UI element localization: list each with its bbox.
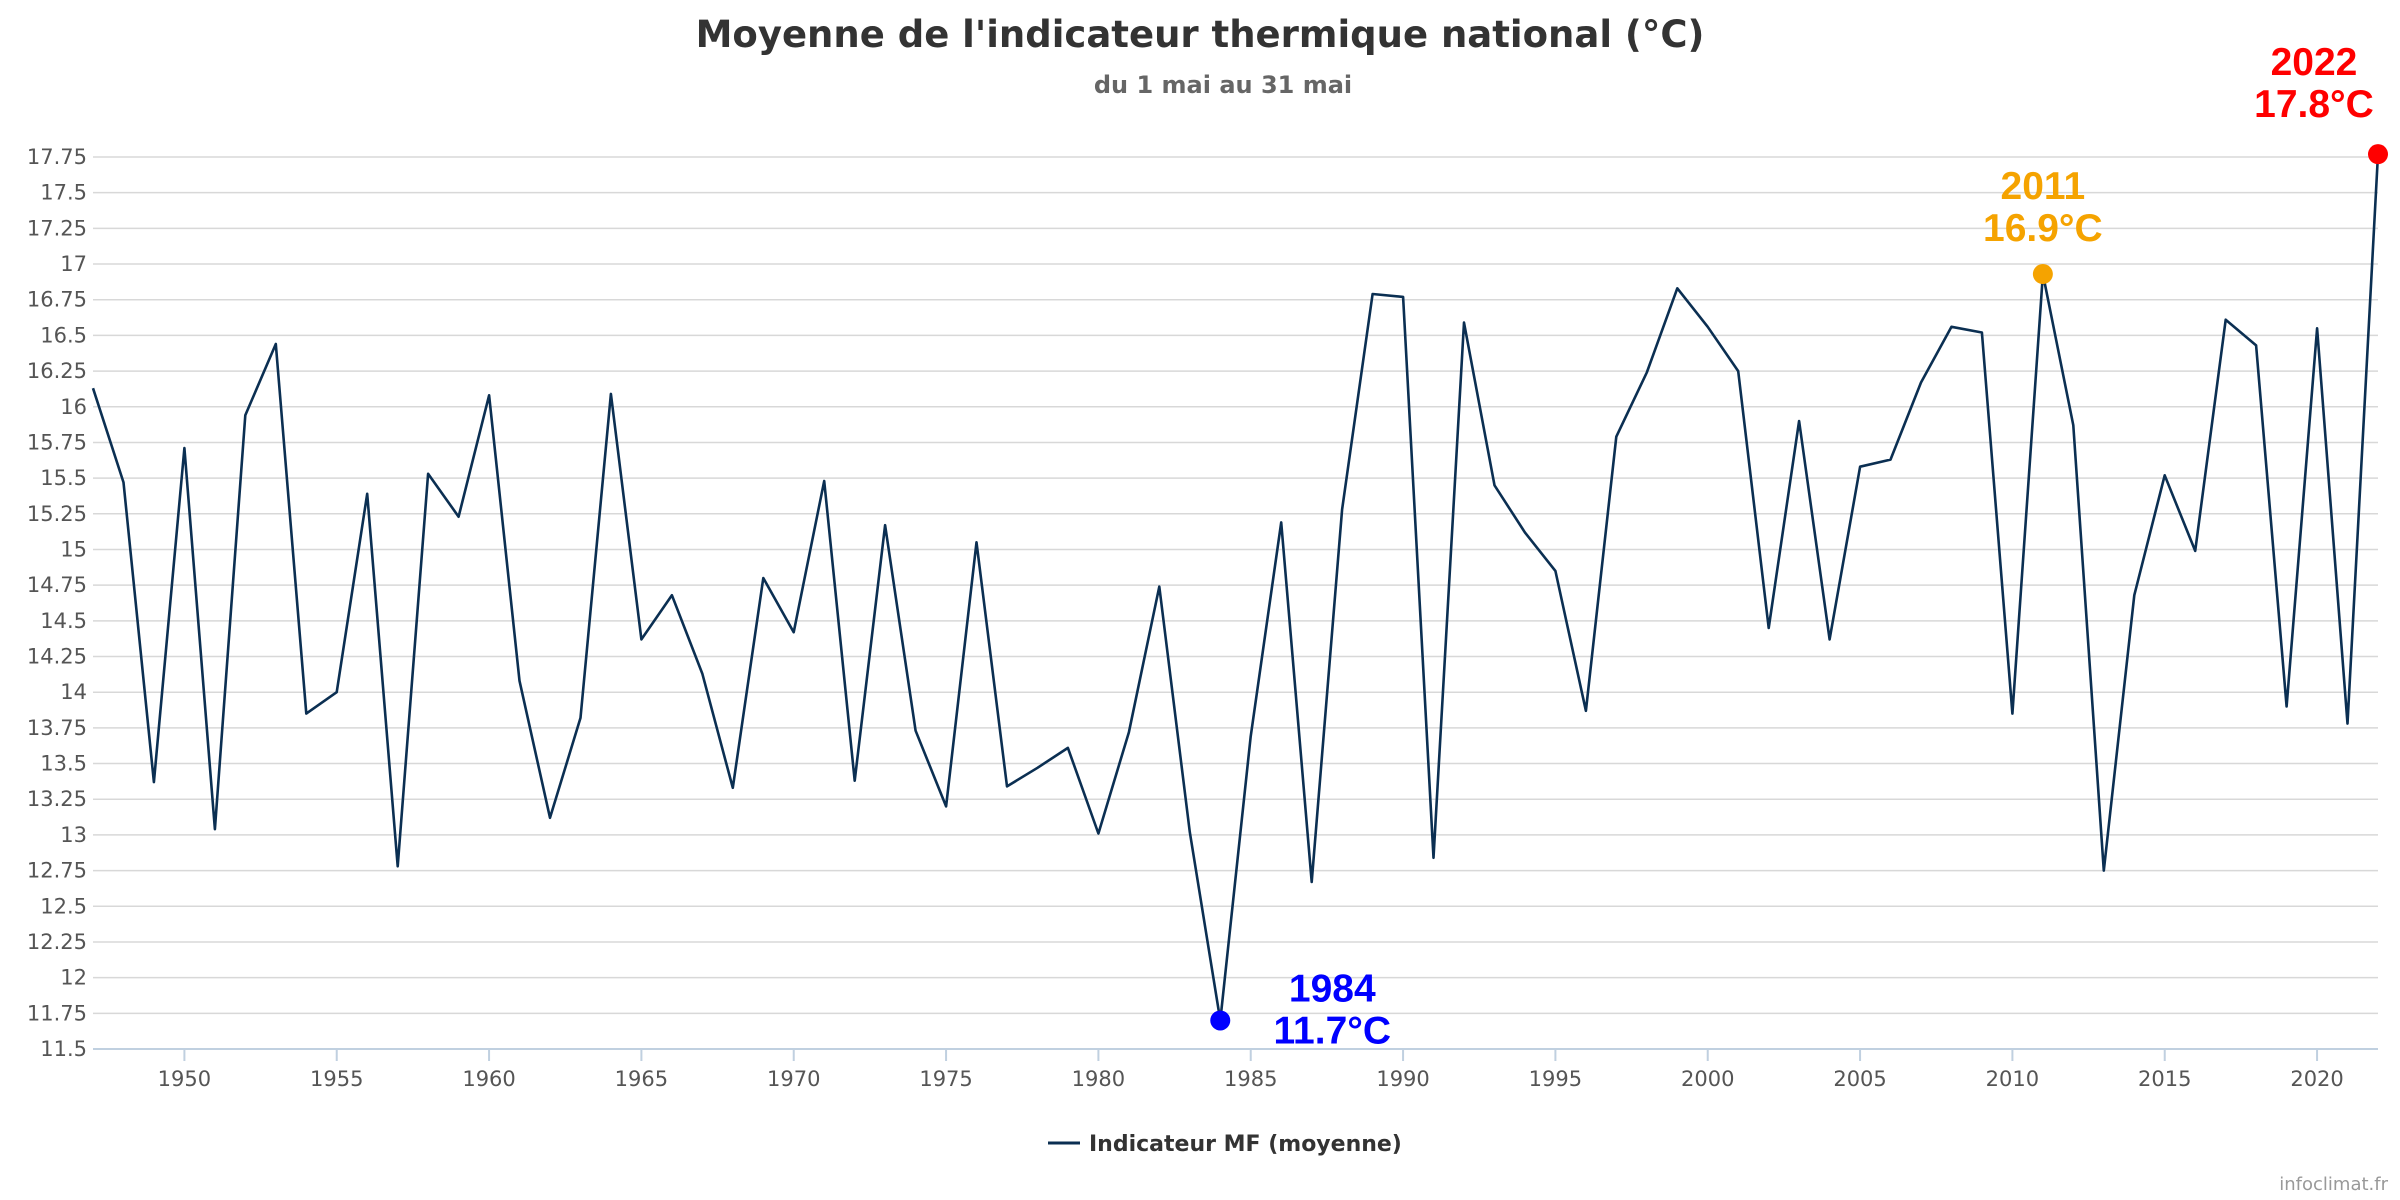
grid-lines (93, 156, 2378, 1050)
x-tick-label: 1955 (310, 1067, 363, 1091)
y-tick-label: 11.75 (27, 1001, 87, 1025)
x-tick-label: 1970 (767, 1067, 820, 1091)
annotation-value: 17.8°C (2254, 83, 2374, 126)
y-tick-label: 14 (60, 680, 87, 704)
y-tick-label: 12.5 (40, 894, 87, 918)
y-tick-label: 13.5 (40, 752, 87, 776)
x-tick-label: 1990 (1376, 1067, 1429, 1091)
y-tick-label: 15.75 (27, 430, 87, 454)
x-tick-label: 1950 (158, 1067, 211, 1091)
legend[interactable]: Indicateur MF (moyenne) (1048, 1132, 1402, 1157)
series-line (91, 154, 2380, 1022)
highlight-point[interactable] (2032, 264, 2053, 285)
y-axis-ticks: 11.5 11.75 12 12.25 12.5 12.75 13 13.25 13.5 13.7… (27, 145, 87, 1061)
y-tick-label: 17 (60, 252, 87, 276)
y-tick-label: 17.75 (27, 145, 87, 169)
annotation-year: 1984 (1289, 967, 1376, 1010)
y-tick-label: 14.75 (27, 573, 87, 597)
x-tick-label: 1980 (1072, 1067, 1125, 1091)
y-tick-label: 13.25 (27, 787, 87, 811)
annotation-year: 2011 (2001, 165, 2086, 208)
y-tick-label: 13.75 (27, 716, 87, 740)
y-tick-label: 17.25 (27, 216, 87, 240)
x-tick-label: 1965 (615, 1067, 668, 1091)
x-tick-label: 1960 (462, 1067, 515, 1091)
y-tick-label: 11.5 (40, 1037, 87, 1061)
x-axis: 1950 1955 1960 1965 1970 1975 1980 1985 1990 1995… (93, 1048, 2378, 1091)
annotation-value: 11.7°C (1274, 1009, 1392, 1052)
highlight-point[interactable] (1210, 1010, 1231, 1031)
y-tick-label: 16 (60, 395, 87, 419)
y-tick-label: 12.75 (27, 859, 87, 883)
x-tick-label: 2015 (2138, 1067, 2191, 1091)
x-tick-label: 1995 (1529, 1067, 1582, 1091)
y-tick-label: 15.5 (40, 466, 87, 490)
y-tick-label: 17.5 (40, 181, 87, 205)
x-tick-label: 1985 (1224, 1067, 1277, 1091)
y-tick-label: 15.25 (27, 502, 87, 526)
x-tick-label: 2020 (2290, 1067, 2343, 1091)
y-tick-label: 13 (60, 823, 87, 847)
legend-label[interactable]: Indicateur MF (moyenne) (1089, 1132, 1402, 1157)
chart-subtitle: du 1 mai au 31 mai (1094, 71, 1352, 99)
x-tick-label: 2010 (1986, 1067, 2039, 1091)
plot-area (91, 154, 2380, 1022)
watermark: infoclimat.fr (2279, 1174, 2388, 1195)
x-tick-label: 2000 (1681, 1067, 1734, 1091)
y-tick-label: 12 (60, 966, 87, 990)
y-tick-label: 12.25 (27, 930, 87, 954)
y-tick-label: 15 (60, 537, 87, 561)
annotation-value: 16.9°C (1983, 207, 2103, 250)
y-tick-label: 14.25 (27, 645, 87, 669)
y-tick-label: 16.5 (40, 323, 87, 347)
highlight-point[interactable] (2368, 144, 2388, 165)
annotation-year: 2022 (2271, 41, 2358, 84)
y-tick-label: 16.25 (27, 359, 87, 383)
chart-title: Moyenne de l'indicateur thermique nation… (696, 13, 1705, 56)
y-tick-label: 14.5 (40, 609, 87, 633)
x-tick-label: 1975 (919, 1067, 972, 1091)
y-tick-label: 16.75 (27, 288, 87, 312)
x-tick-label: 2005 (1833, 1067, 1886, 1091)
